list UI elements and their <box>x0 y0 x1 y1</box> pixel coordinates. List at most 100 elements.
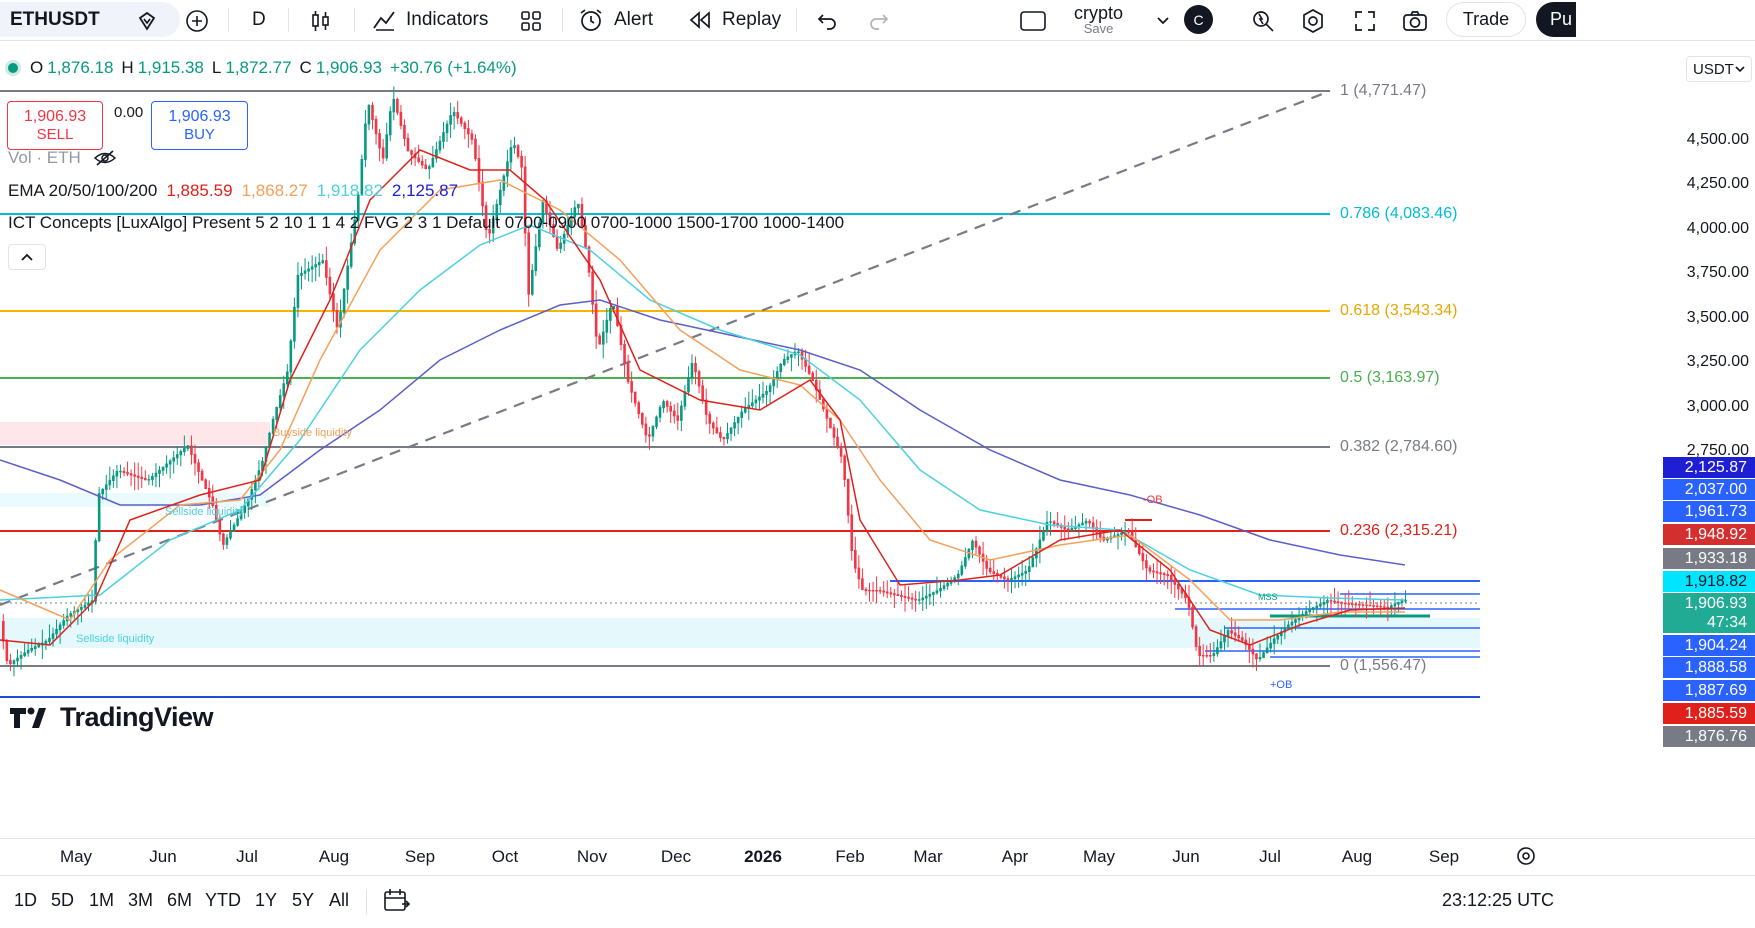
candle-body <box>996 573 999 576</box>
change-value: +30.76 (+1.64%) <box>390 58 517 77</box>
candle-body <box>119 470 122 473</box>
bottom-toolbar: 1D 5D 1M 3M 6M YTD 1Y 5Y All 23:12:25 UT… <box>0 875 1755 928</box>
candle-body <box>172 457 175 462</box>
range-1m-button[interactable]: 1M <box>89 890 115 910</box>
collapse-legend-button[interactable] <box>8 244 46 270</box>
candle-body <box>1240 637 1244 641</box>
time-label: Jul <box>236 847 258 866</box>
price-badge: 47:34 <box>1663 612 1755 633</box>
candle-body <box>1326 600 1329 603</box>
candle-body <box>598 335 601 345</box>
sellside-liquidity-label-high: Sellside liquidity <box>165 506 244 518</box>
candle-body <box>431 157 435 168</box>
layout-select-icon[interactable] <box>1018 6 1048 36</box>
range-1y-button[interactable]: 1Y <box>255 890 278 910</box>
candle-body <box>1173 579 1177 585</box>
time-axis[interactable]: May Jun Jul Aug Sep Oct Nov Dec 2026 Feb… <box>0 838 1755 875</box>
settings-gear-icon[interactable] <box>1298 6 1328 36</box>
interval-button[interactable]: D <box>252 9 266 30</box>
layout-save-button[interactable]: crypto Save <box>1074 0 1123 40</box>
price-badge: 1,933.18 <box>1663 548 1755 569</box>
eye-hidden-icon[interactable] <box>93 149 117 167</box>
buy-button[interactable]: 1,906.93 BUY <box>151 101 248 150</box>
goto-date-icon[interactable] <box>382 888 411 919</box>
candle-body <box>303 270 307 274</box>
candle-body <box>80 606 83 610</box>
fib-label-0: 0 (1,556.47) <box>1340 657 1427 674</box>
candle-body <box>800 351 804 360</box>
candle-body <box>1251 648 1255 655</box>
candle-body <box>1013 576 1017 580</box>
candles-chart-type-icon[interactable] <box>306 6 336 36</box>
indicators-button[interactable]: Indicators <box>372 0 488 40</box>
candle-body <box>783 358 786 365</box>
range-3m-button[interactable]: 3M <box>128 890 154 910</box>
replay-button[interactable]: Replay <box>688 0 781 40</box>
range-5d-button[interactable]: 5D <box>51 890 75 910</box>
chart-pane[interactable]: Buyside liquidity Sellside liquidity Sel… <box>0 42 1660 837</box>
clock-display[interactable]: 23:12:25 UTC <box>1442 890 1555 910</box>
redo-icon[interactable] <box>864 6 894 36</box>
candle-body <box>296 274 300 308</box>
candle-body <box>775 371 779 380</box>
candle-body <box>751 402 754 407</box>
candle-body <box>58 624 62 630</box>
candle-body <box>293 306 296 342</box>
candle-body <box>1368 604 1372 607</box>
compare-add-icon[interactable] <box>182 6 212 36</box>
sell-button[interactable]: 1,906.93 SELL <box>7 101 103 150</box>
candle-body <box>747 405 751 409</box>
candle-body <box>672 410 676 417</box>
candle-body <box>360 159 364 196</box>
candle-body <box>839 446 843 457</box>
candle-body <box>1177 583 1180 590</box>
candle-body <box>367 104 371 125</box>
candle-body <box>669 405 672 412</box>
candle-body <box>307 268 310 272</box>
chevron-down-icon[interactable] <box>1148 6 1178 36</box>
candle-body <box>16 657 19 662</box>
candle-body <box>286 371 289 385</box>
range-1d-button[interactable]: 1D <box>14 890 38 910</box>
candle-body <box>69 613 73 617</box>
candle-body <box>278 395 282 408</box>
fullscreen-icon[interactable] <box>1350 6 1380 36</box>
range-5y-button[interactable]: 5Y <box>292 890 315 910</box>
candle-body <box>1084 520 1088 524</box>
range-all-button[interactable]: All <box>329 890 350 910</box>
candle-body <box>445 123 449 134</box>
candle-body <box>467 128 470 135</box>
candle-body <box>1024 571 1027 574</box>
candle-body <box>1390 605 1393 608</box>
price-badge: 1,888.58 <box>1663 657 1755 678</box>
candle-body <box>275 407 278 420</box>
price-chart[interactable]: Buyside liquidity Sellside liquidity Sel… <box>0 42 1660 837</box>
price-badge: 1,887.69 <box>1663 680 1755 701</box>
layout-save-label: Save <box>1083 21 1114 36</box>
range-6m-button[interactable]: 6M <box>167 890 193 910</box>
indicators-icon <box>373 11 395 31</box>
candle-body <box>559 242 562 249</box>
publish-button[interactable]: Pu <box>1536 2 1576 37</box>
candle-body <box>1152 570 1155 573</box>
market-status-dot[interactable] <box>8 63 18 73</box>
range-ytd-button[interactable]: YTD <box>205 890 241 910</box>
candle-body <box>1010 578 1013 581</box>
candle-body <box>846 479 850 516</box>
camera-snapshot-icon[interactable] <box>1400 6 1430 36</box>
favorite-icon[interactable] <box>132 6 162 36</box>
time-label: Aug <box>1341 847 1373 866</box>
undo-icon[interactable] <box>812 6 842 36</box>
currency-select[interactable]: USDT <box>1686 56 1752 82</box>
candle-body <box>246 498 250 507</box>
alarm-clock-icon <box>580 9 602 31</box>
candle-body <box>1319 603 1322 607</box>
avatar[interactable]: C <box>1184 5 1213 34</box>
quick-search-icon[interactable] <box>1248 6 1278 36</box>
templates-icon[interactable] <box>516 6 546 36</box>
trade-button[interactable]: Trade <box>1446 2 1526 37</box>
candle-body <box>1280 631 1283 636</box>
alert-button[interactable]: Alert <box>578 0 653 40</box>
chart-settings-icon[interactable] <box>1515 845 1537 872</box>
candle-body <box>633 391 637 404</box>
